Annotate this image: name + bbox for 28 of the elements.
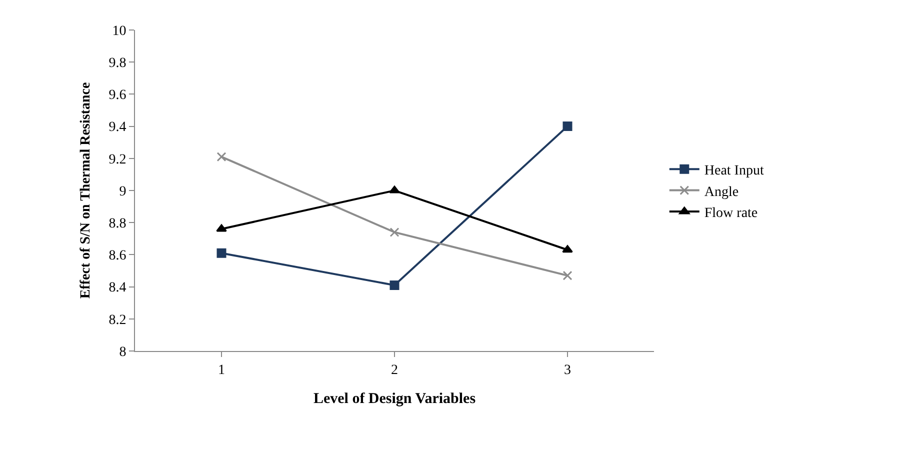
x-tick-label: 2: [391, 362, 398, 378]
x-tick-label: 3: [564, 362, 571, 378]
point: [216, 248, 226, 258]
y-tick-label: 8.2: [108, 312, 126, 328]
y-tick-label: 8.4: [108, 280, 126, 296]
y-tick-label: 9.8: [108, 56, 126, 71]
y-tick-label: 8.6: [108, 248, 126, 264]
point: [562, 270, 572, 280]
x-tick-label: 1: [218, 362, 225, 378]
y-tick-label: 9.4: [108, 120, 126, 136]
y-tick-label: 10: [112, 24, 126, 39]
x-axis-title: Level of Design Variables: [313, 390, 476, 407]
y-tick-label: 9.2: [108, 152, 126, 168]
y-tick-label: 8: [119, 344, 126, 360]
y-axis-title: Effect of S/N on Thermal Resistance: [78, 82, 94, 299]
point: [216, 224, 227, 232]
point: [562, 122, 572, 132]
point: [216, 152, 226, 162]
point: [389, 186, 400, 194]
y-tick-label: 9: [119, 184, 126, 200]
y-tick-label: 9.6: [108, 88, 126, 104]
point: [390, 280, 400, 290]
legend-label: Angle: [704, 184, 739, 200]
legend-label: Flow rate: [704, 206, 758, 221]
legend-label: Heat Input: [704, 164, 764, 179]
point: [390, 227, 400, 237]
point: [562, 245, 573, 253]
y-tick-label: 8.8: [108, 216, 126, 232]
